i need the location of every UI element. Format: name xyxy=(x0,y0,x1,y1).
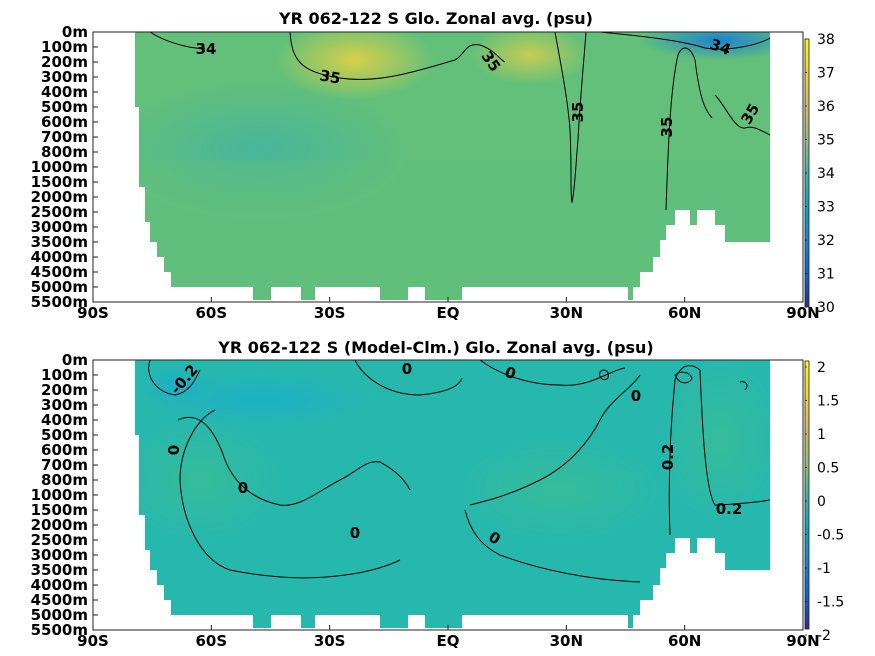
colorbar-tick-label: -0.5 xyxy=(817,528,844,544)
y-axis-ticks: 0m100m200m300m400m500m600m700m800m1000m1… xyxy=(31,23,98,311)
colorbar-tick-label: 38 xyxy=(817,32,835,48)
colorbar-tick-label: 33 xyxy=(817,200,835,216)
contour-label: 0 xyxy=(165,445,183,455)
colorbar-ticks: 2 1.5 1 0.5 0 -0.5 -1 -1.5 -2 xyxy=(805,360,844,644)
y-tick-label: 700m xyxy=(41,128,88,146)
y-tick-label: 2000m xyxy=(31,516,88,534)
contour-label: 0.2 xyxy=(716,500,743,518)
colorbar: 38 37 36 35 34 33 32 31 30 xyxy=(804,32,835,316)
contour-label: 35 xyxy=(658,117,676,138)
x-tick-label: 30S xyxy=(314,304,346,322)
x-tick-label: 30N xyxy=(550,632,583,650)
y-tick-label: 3000m xyxy=(31,546,88,564)
anomaly-field xyxy=(135,360,770,628)
y-tick-label: 2500m xyxy=(31,203,88,221)
salinity-field xyxy=(135,32,770,300)
colorbar-tick-label: 34 xyxy=(817,166,835,182)
y-tick-label: 0m xyxy=(62,351,88,369)
y-tick-label: 3000m xyxy=(31,218,88,236)
salinity-anomaly-panel: YR 062-122 S (Model-Clm.) Glo. Zonal avg… xyxy=(31,338,845,650)
y-tick-label: 800m xyxy=(41,471,88,489)
chart-title: YR 062-122 S (Model-Clm.) Glo. Zonal avg… xyxy=(217,338,654,357)
x-tick-label: 90S xyxy=(77,304,109,322)
x-tick-label: EQ xyxy=(437,304,460,322)
y-tick-label: 0m xyxy=(62,23,88,41)
colorbar-tick-label: 2 xyxy=(817,360,826,376)
contour-label: 0.2 xyxy=(659,444,677,471)
anomaly-contours xyxy=(148,359,771,583)
x-tick-label: EQ xyxy=(437,632,460,650)
contour-label: 34 xyxy=(196,40,217,58)
colorbar-tick-label: 37 xyxy=(817,66,835,82)
colorbar-tick-label: -1 xyxy=(817,561,831,577)
y-tick-label: 200m xyxy=(41,53,88,71)
y-tick-label: 800m xyxy=(41,143,88,161)
y-tick-label: 300m xyxy=(41,396,88,414)
contour-label: 0 xyxy=(402,360,412,378)
colorbar-tick-label: 31 xyxy=(817,267,835,283)
contour-label: 0 xyxy=(631,387,641,405)
x-tick-label: 60S xyxy=(195,632,227,650)
colorbar-tick-label: 0 xyxy=(817,494,826,510)
y-tick-label: 500m xyxy=(41,98,88,116)
colorbar-tick-label: -2 xyxy=(817,628,831,644)
chart-title: YR 062-122 S Glo. Zonal avg. (psu) xyxy=(278,9,593,28)
contour-label: 0 xyxy=(238,479,248,497)
colorbar-tick-label: 1 xyxy=(817,427,826,443)
y-tick-label: 5000m xyxy=(31,606,88,624)
contour-label: 35 xyxy=(318,66,342,87)
y-tick-label: 4000m xyxy=(31,576,88,594)
y-axis-ticks: 0m100m200m300m400m500m600m700m800m1000m1… xyxy=(31,351,98,639)
y-tick-label: 1500m xyxy=(31,173,88,191)
colorbar-tick-label: 32 xyxy=(817,233,835,249)
y-tick-label: 300m xyxy=(41,68,88,86)
colorbar-tick-label: 35 xyxy=(817,133,835,149)
salinity-panel: YR 062-122 S Glo. Zonal avg. (psu) 34 35… xyxy=(31,9,835,322)
colorbar-tick-label: -1.5 xyxy=(817,595,844,611)
y-tick-label: 4500m xyxy=(31,263,88,281)
colorbar-tick-label: 0.5 xyxy=(817,461,839,477)
colorbar-tick-label: 30 xyxy=(817,300,835,316)
y-tick-label: 3500m xyxy=(31,561,88,579)
y-tick-label: 1000m xyxy=(31,158,88,176)
y-tick-label: 400m xyxy=(41,411,88,429)
x-tick-label: 90N xyxy=(786,632,819,650)
x-tick-label: 90S xyxy=(77,632,109,650)
y-tick-label: 1000m xyxy=(31,486,88,504)
colorbar-ticks: 38 37 36 35 34 33 32 31 30 xyxy=(805,32,835,316)
y-tick-label: 3500m xyxy=(31,233,88,251)
y-tick-label: 200m xyxy=(41,381,88,399)
y-tick-label: 5500m xyxy=(31,621,88,639)
y-tick-label: 500m xyxy=(41,426,88,444)
x-tick-label: 30S xyxy=(314,632,346,650)
x-tick-label: 60N xyxy=(668,304,701,322)
y-tick-label: 600m xyxy=(41,441,88,459)
y-tick-label: 5500m xyxy=(31,293,88,311)
x-tick-label: 90N xyxy=(786,304,819,322)
y-tick-label: 100m xyxy=(41,38,88,56)
y-tick-label: 700m xyxy=(41,456,88,474)
colorbar: 2 1.5 1 0.5 0 -0.5 -1 -1.5 -2 xyxy=(804,360,844,644)
y-tick-label: 100m xyxy=(41,366,88,384)
contour-label: 35 xyxy=(569,102,587,123)
y-tick-label: 1500m xyxy=(31,501,88,519)
y-tick-label: 4000m xyxy=(31,248,88,266)
y-tick-label: 2500m xyxy=(31,531,88,549)
y-tick-label: 5000m xyxy=(31,278,88,296)
x-tick-label: 60S xyxy=(195,304,227,322)
x-axis-ticks: 90S 60S 30S EQ 30N 60N 90N xyxy=(77,625,820,650)
y-tick-label: 4500m xyxy=(31,591,88,609)
salinity-contours xyxy=(149,31,771,211)
x-tick-label: 60N xyxy=(668,632,701,650)
x-tick-label: 30N xyxy=(550,304,583,322)
y-tick-label: 2000m xyxy=(31,188,88,206)
colorbar-tick-label: 36 xyxy=(817,99,835,115)
y-tick-label: 400m xyxy=(41,83,88,101)
x-axis-ticks: 90S 60S 30S EQ 30N 60N 90N xyxy=(77,297,820,322)
y-tick-label: 600m xyxy=(41,113,88,131)
contour-label: 0 xyxy=(350,524,360,542)
colorbar-tick-label: 1.5 xyxy=(817,394,839,410)
